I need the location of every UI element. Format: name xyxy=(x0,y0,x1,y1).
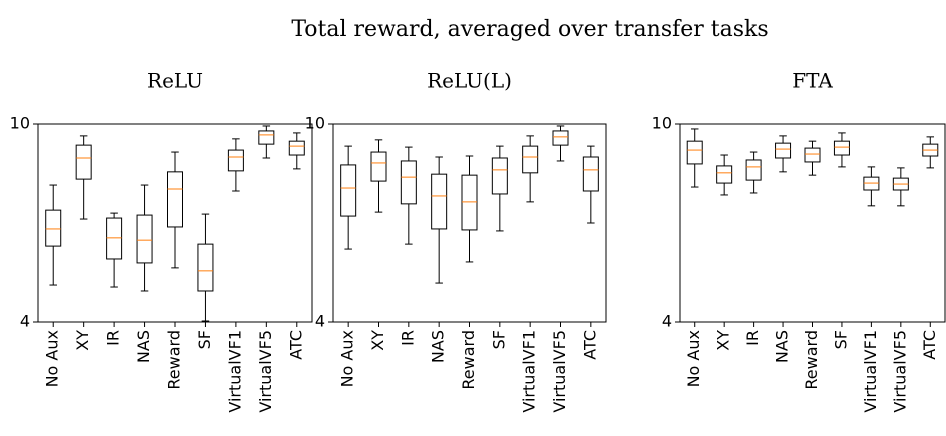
box xyxy=(716,165,733,184)
x-tick-label: Reward xyxy=(459,330,478,390)
x-tick-label: SF xyxy=(831,330,850,349)
x-tick-label: NAS xyxy=(773,330,792,363)
x-tick-label: XY xyxy=(714,330,733,351)
x-tick-label: ATC xyxy=(286,330,305,360)
box xyxy=(167,171,183,228)
x-tick-label: VirtualVF5 xyxy=(256,330,275,413)
box xyxy=(745,159,762,181)
plot-frame xyxy=(332,123,607,323)
y-tick-label: 10 xyxy=(10,114,30,133)
subplot-title: ReLU(L) xyxy=(427,69,512,93)
box xyxy=(522,145,539,174)
box xyxy=(431,173,448,230)
x-tick-label: VirtualVF5 xyxy=(550,330,569,413)
x-tick-label: IR xyxy=(104,330,123,346)
box xyxy=(227,149,244,172)
x-tick-label: VirtualVF1 xyxy=(861,330,880,413)
box xyxy=(582,156,599,192)
y-tick-label: 4 xyxy=(20,312,30,331)
x-tick-label: ATC xyxy=(580,330,599,360)
x-tick-label: No Aux xyxy=(338,330,357,387)
x-tick-label: SF xyxy=(489,330,508,349)
box xyxy=(804,147,821,163)
box xyxy=(370,151,387,182)
box xyxy=(136,214,153,264)
box xyxy=(197,243,214,292)
x-tick-label: SF xyxy=(195,330,214,349)
box xyxy=(340,164,357,217)
box xyxy=(833,140,850,156)
subplot-title: ReLU xyxy=(147,69,203,93)
box xyxy=(775,142,792,159)
figure-title: Total reward, averaged over transfer tas… xyxy=(291,17,768,42)
x-tick-label: ATC xyxy=(920,330,939,360)
x-tick-label: IR xyxy=(398,330,417,346)
x-tick-label: No Aux xyxy=(684,330,703,387)
box xyxy=(106,217,123,260)
subplot-title: FTA xyxy=(792,69,833,93)
y-tick-label: 10 xyxy=(305,114,325,133)
x-tick-label: Reward xyxy=(165,330,184,390)
box xyxy=(288,140,305,156)
box xyxy=(552,130,569,146)
x-tick-label: IR xyxy=(743,330,762,346)
y-tick-label: 4 xyxy=(315,312,325,331)
box xyxy=(45,209,62,247)
y-tick-label: 4 xyxy=(662,312,672,331)
x-tick-label: XY xyxy=(73,330,92,351)
x-tick-label: No Aux xyxy=(43,330,62,387)
box xyxy=(686,140,703,165)
box xyxy=(400,160,417,205)
x-tick-label: NAS xyxy=(429,330,448,363)
x-tick-label: VirtualVF1 xyxy=(520,330,539,413)
x-tick-label: NAS xyxy=(134,330,153,363)
x-tick-label: Reward xyxy=(802,330,821,390)
box xyxy=(75,144,92,180)
box xyxy=(461,174,478,231)
box xyxy=(491,157,508,195)
box xyxy=(258,130,275,145)
y-tick-label: 10 xyxy=(652,114,672,133)
x-tick-label: XY xyxy=(368,330,387,351)
x-tick-label: VirtualVF5 xyxy=(890,330,909,413)
x-tick-label: VirtualVF1 xyxy=(225,330,244,413)
